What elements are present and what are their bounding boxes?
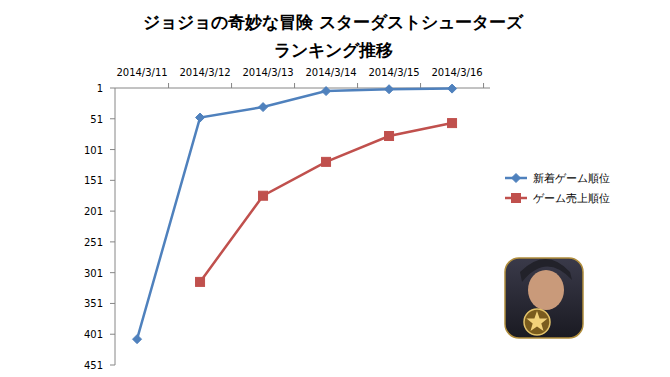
subtitle: ランキング推移 (274, 40, 393, 60)
y-tick (110, 180, 115, 181)
x-tick-label: 2014/3/14 (305, 67, 356, 78)
y-tick (110, 118, 115, 119)
y-axis (115, 88, 116, 365)
series-line (200, 123, 452, 282)
x-tick (420, 83, 421, 88)
x-tick-label: 2014/3/11 (116, 67, 167, 78)
y-tick (110, 211, 115, 212)
x-tick-label: 2014/3/15 (368, 67, 419, 78)
marker (448, 119, 457, 128)
y-tick (110, 303, 115, 304)
marker (196, 277, 205, 286)
y-tick-label: 401 (84, 329, 103, 340)
legend-marker (512, 194, 521, 203)
x-tick-label: 2014/3/12 (179, 67, 230, 78)
y-tick (110, 272, 115, 273)
y-tick (110, 241, 115, 242)
marker (133, 335, 142, 344)
icon-star (527, 311, 548, 331)
icon-frame (505, 258, 583, 338)
marker (385, 132, 394, 141)
legend-label: 新着ゲーム順位 (533, 172, 610, 185)
y-tick-label: 151 (84, 175, 103, 186)
marker (259, 191, 268, 200)
y-tick-label: 301 (84, 268, 103, 279)
marker (196, 113, 205, 122)
y-tick (110, 334, 115, 335)
app-icon (505, 258, 583, 338)
title: ジョジョの奇妙な冒険 スターダストシューターズ (143, 12, 524, 32)
x-tick (168, 83, 169, 88)
y-tick-label: 101 (84, 145, 103, 156)
x-tick (294, 83, 295, 88)
icon-badge (524, 309, 550, 335)
y-tick-label: 251 (84, 237, 103, 248)
y-tick (110, 88, 115, 89)
y-tick-label: 351 (84, 298, 103, 309)
marker (448, 84, 457, 93)
x-tick (483, 83, 484, 88)
x-tick (357, 83, 358, 88)
series-line (137, 89, 452, 340)
chart: ジョジョの奇妙な冒険 スターダストシューターズランキング推移1511011512… (0, 0, 670, 377)
x-tick-label: 2014/3/16 (431, 67, 482, 78)
y-tick (110, 365, 115, 366)
y-tick-label: 451 (84, 360, 103, 371)
y-tick (110, 149, 115, 150)
marker (322, 87, 331, 96)
y-tick-label: 51 (90, 114, 103, 125)
y-tick-label: 201 (84, 206, 103, 217)
x-tick (231, 83, 232, 88)
legend-label: ゲーム売上順位 (533, 192, 610, 205)
legend-marker (512, 174, 521, 183)
plot-area (133, 84, 457, 344)
x-tick-label: 2014/3/13 (242, 67, 293, 78)
marker (322, 157, 331, 166)
marker (385, 85, 394, 94)
marker (259, 103, 268, 112)
icon-hat (520, 259, 572, 282)
y-tick-label: 1 (97, 83, 103, 94)
icon-face (528, 270, 564, 310)
